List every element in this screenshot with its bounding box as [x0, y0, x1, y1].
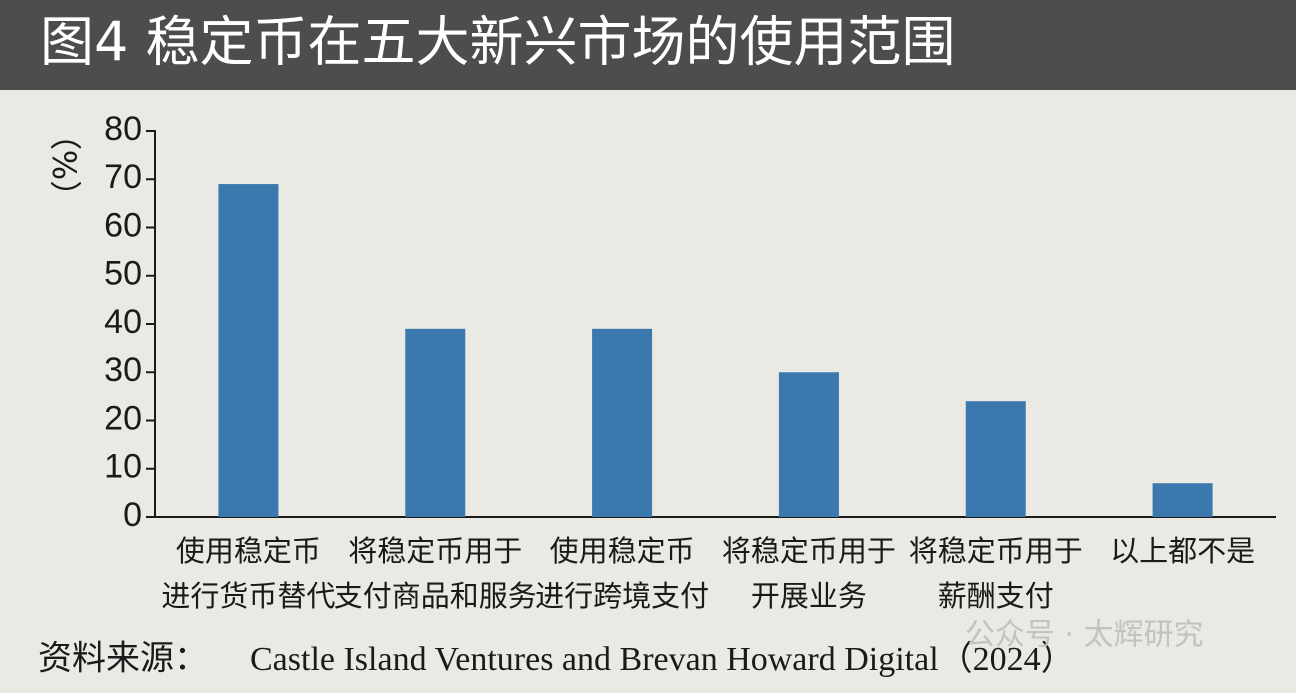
- bar: [1152, 483, 1213, 517]
- x-tick-label: 使用稳定币: [550, 534, 695, 568]
- x-tick-label: 将稳定币用于: [348, 534, 522, 568]
- title-bar: [0, 0, 1296, 90]
- x-tick-label: 将稳定币用于: [909, 534, 1083, 568]
- x-tick-label: 开展业务: [751, 579, 867, 613]
- y-tick-label: 70: [104, 158, 142, 196]
- bar: [405, 328, 466, 517]
- chart-title: 图4 稳定币在五大新兴市场的使用范围: [40, 11, 956, 74]
- bar: [965, 401, 1026, 517]
- x-tick-label: 将稳定币用于: [722, 534, 896, 568]
- source-text: Castle Island Ventures and Brevan Howard…: [250, 640, 1075, 678]
- x-tick-label: 以上都不是: [1110, 534, 1255, 568]
- y-tick-label: 30: [104, 351, 142, 389]
- bar: [218, 184, 279, 517]
- x-tick-label: 进行跨境支付: [535, 579, 709, 613]
- source-label: 资料来源：: [38, 639, 208, 679]
- y-tick-label: 10: [104, 448, 142, 486]
- x-tick-label: 使用稳定币: [176, 534, 321, 568]
- x-tick-label: 进行货币替代: [161, 579, 335, 613]
- y-tick-label: 40: [104, 303, 142, 341]
- bar: [778, 372, 839, 517]
- y-tick-label: 60: [104, 206, 142, 244]
- y-tick-label: 50: [104, 255, 142, 293]
- x-tick-label: 支付商品和服务: [334, 579, 537, 613]
- y-tick-label: 0: [123, 496, 142, 534]
- y-tick-label: 20: [104, 399, 142, 437]
- x-tick-label: 薪酬支付: [938, 579, 1054, 613]
- y-axis-label: （%）: [45, 118, 83, 212]
- bar: [592, 328, 653, 517]
- watermark: 公众号 · 太辉研究: [965, 618, 1204, 653]
- y-tick-label: 80: [104, 110, 142, 148]
